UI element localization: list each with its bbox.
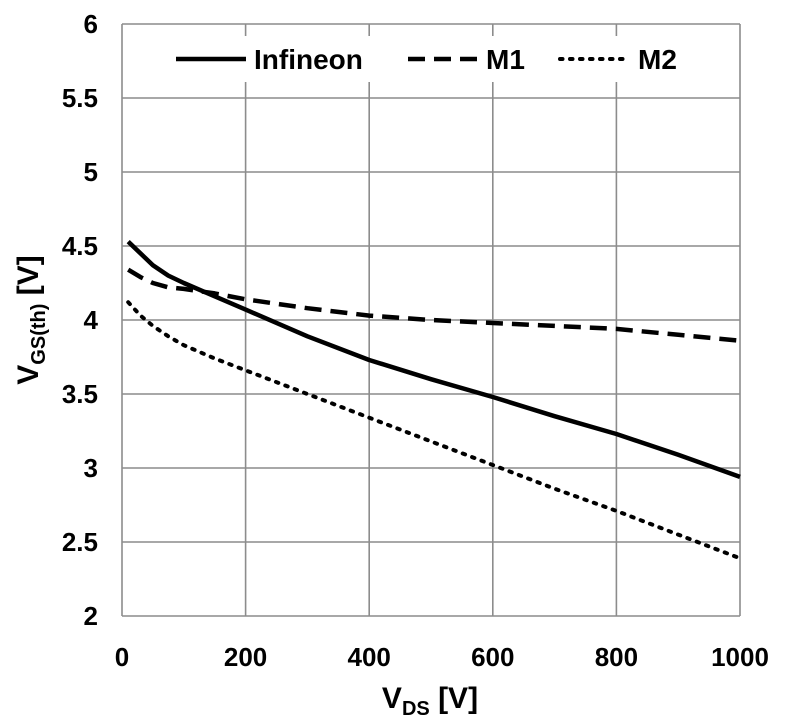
x-tick-label: 1000 [711, 642, 769, 672]
legend-label-m2: M2 [638, 44, 677, 75]
x-axis-title: VDS [V] [382, 682, 478, 720]
y-tick-label: 4 [84, 305, 99, 335]
x-axis-title-main: V [382, 682, 402, 715]
y-tick-labels: 2 2.5 3 3.5 4 4.5 5 5.5 6 [62, 9, 99, 631]
grid [121, 23, 741, 617]
y-axis-title: VGS(th) [V] [12, 255, 50, 384]
y-tick-label: 3 [84, 453, 98, 483]
y-tick-label: 2 [84, 601, 98, 631]
legend-label-m1: M1 [486, 44, 525, 75]
y-axis-title-unit: [V] [12, 255, 45, 303]
series-lines [126, 239, 742, 561]
y-tick-label: 3.5 [62, 379, 98, 409]
x-tick-labels: 0 200 400 600 800 1000 [115, 642, 769, 672]
x-axis-title-unit: [V] [430, 682, 478, 715]
y-tick-label: 4.5 [62, 231, 98, 261]
y-tick-label: 5.5 [62, 83, 98, 113]
x-tick-label: 400 [348, 642, 391, 672]
x-tick-label: 800 [595, 642, 638, 672]
legend: Infineon M1 M2 [155, 36, 695, 82]
y-tick-label: 2.5 [62, 527, 98, 557]
series-line-infineon [126, 239, 741, 480]
x-tick-label: 0 [115, 642, 129, 672]
x-tick-label: 200 [224, 642, 267, 672]
y-tick-label: 5 [84, 157, 98, 187]
legend-label-infineon: Infineon [254, 44, 363, 75]
y-axis-title-subscript: GS(th) [28, 304, 50, 365]
series-line-m1 [127, 267, 741, 343]
x-tick-label: 600 [471, 642, 514, 672]
series-line-m2 [126, 300, 742, 561]
y-tick-label: 6 [84, 9, 98, 39]
x-axis-title-subscript: DS [402, 698, 430, 720]
y-axis-title-main: V [12, 365, 45, 385]
